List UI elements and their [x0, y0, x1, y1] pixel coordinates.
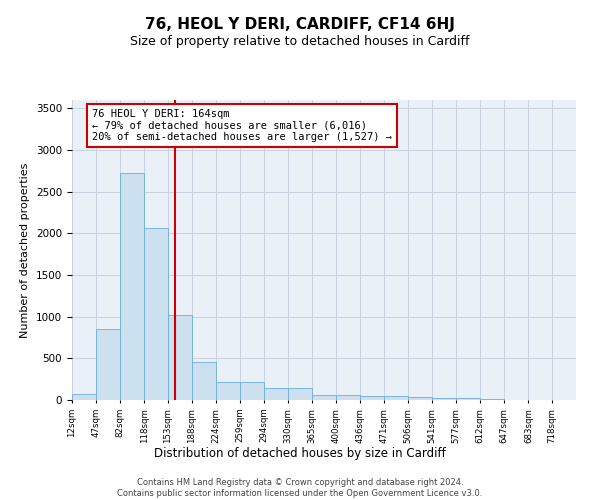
Bar	[216, 382, 240, 400]
Text: Contains HM Land Registry data © Crown copyright and database right 2024.
Contai: Contains HM Land Registry data © Crown c…	[118, 478, 482, 498]
Y-axis label: Number of detached properties: Number of detached properties	[20, 162, 31, 338]
Bar	[119, 174, 144, 400]
Bar	[264, 388, 288, 400]
Bar	[336, 395, 361, 400]
Text: Distribution of detached houses by size in Cardiff: Distribution of detached houses by size …	[154, 448, 446, 460]
Bar	[96, 329, 119, 400]
Bar	[384, 396, 408, 400]
Bar	[432, 398, 456, 400]
Text: 76 HEOL Y DERI: 164sqm
← 79% of detached houses are smaller (6,016)
20% of semi-: 76 HEOL Y DERI: 164sqm ← 79% of detached…	[92, 109, 392, 142]
Text: Size of property relative to detached houses in Cardiff: Size of property relative to detached ho…	[130, 35, 470, 48]
Bar	[361, 396, 384, 400]
Bar	[288, 388, 312, 400]
Bar	[240, 382, 264, 400]
Bar	[408, 397, 432, 400]
Bar	[168, 315, 192, 400]
Bar	[144, 228, 168, 400]
Text: 76, HEOL Y DERI, CARDIFF, CF14 6HJ: 76, HEOL Y DERI, CARDIFF, CF14 6HJ	[145, 18, 455, 32]
Bar	[480, 399, 504, 400]
Bar	[72, 394, 96, 400]
Bar	[192, 362, 216, 400]
Bar	[312, 395, 336, 400]
Bar	[456, 398, 480, 400]
